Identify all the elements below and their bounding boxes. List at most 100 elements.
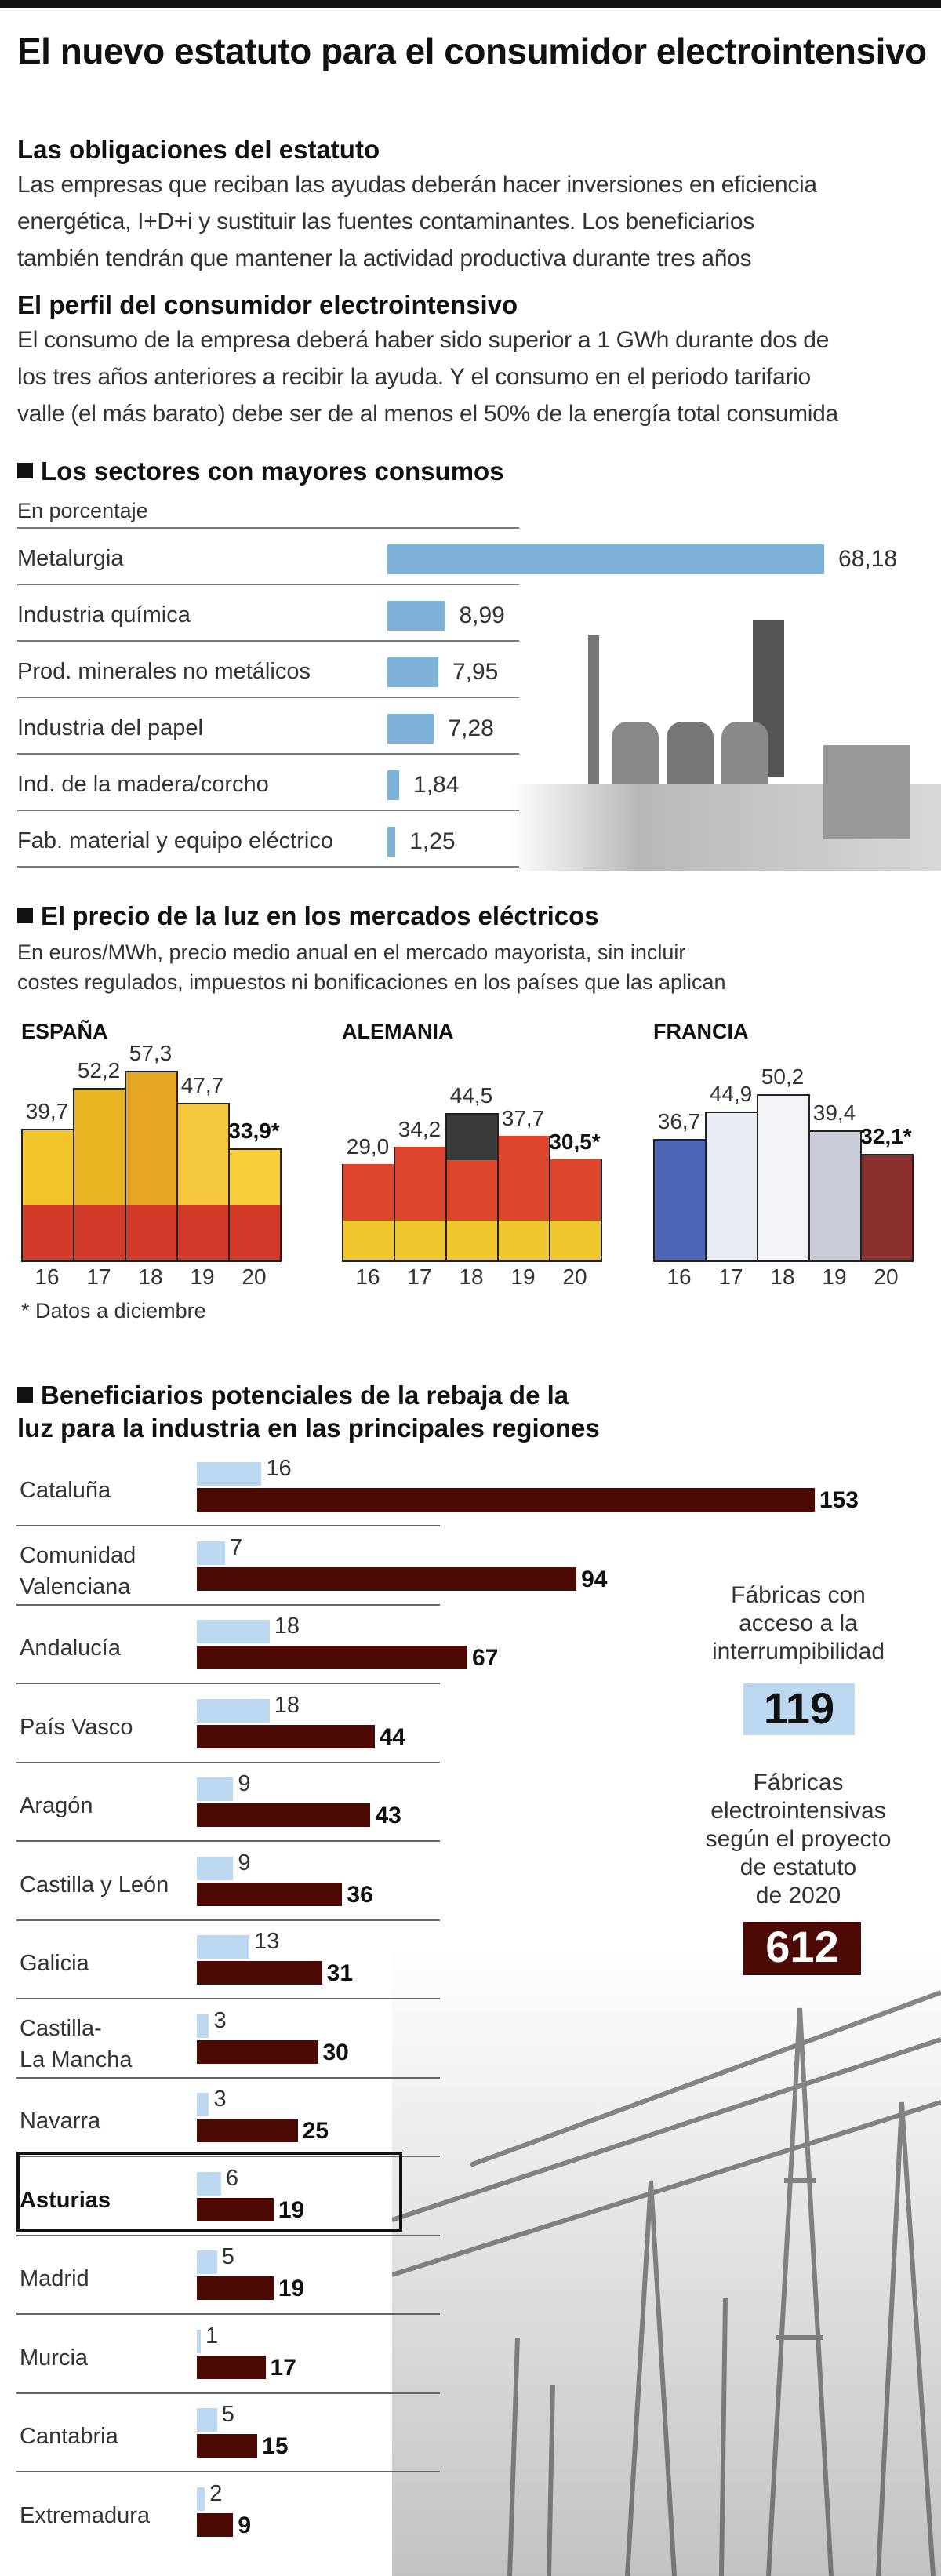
interrumpibilidad-bar [197, 1541, 226, 1565]
interrumpibilidad-value: 1 [205, 2323, 219, 2349]
region-label: Castilla- La Mancha [20, 2013, 133, 2076]
price-value: 36,7 [657, 1108, 701, 1133]
price-value: 52,2 [77, 1057, 121, 1082]
price-bar [445, 1113, 499, 1260]
sector-label: Metalurgia [17, 546, 124, 571]
legend-electrointensivas: Fábricas electrointensivas según el proy… [681, 1769, 916, 1910]
sector-bar [387, 714, 434, 744]
region-label-line: Galicia [20, 1951, 89, 1976]
row-divider [17, 640, 519, 642]
interrumpibilidad-bar [197, 1935, 249, 1959]
flag-stripe [74, 1204, 125, 1260]
interrumpibilidad-value: 18 [274, 1692, 300, 1718]
sector-value: 68,18 [838, 546, 898, 572]
region-label-line: La Mancha [20, 2047, 133, 2072]
electrointensivas-value: 31 [326, 1960, 354, 1986]
year-label: 20 [562, 1264, 587, 1289]
year-label: 19 [822, 1264, 847, 1289]
sector-value: 7,95 [452, 659, 499, 685]
electrointensivas-value: 17 [270, 2354, 296, 2381]
interrumpibilidad-value: 7 [230, 1534, 243, 1560]
text-line: energética, I+D+i y sustituir las fuente… [17, 209, 754, 235]
row-divider [17, 697, 519, 698]
electrointensivas-value: 30 [322, 2039, 349, 2065]
interrumpibilidad-value: 6 [225, 2165, 239, 2191]
electrointensivas-value: 19 [278, 2276, 305, 2301]
row-divider [16, 2471, 440, 2472]
electrointensivas-value: 44 [379, 1723, 405, 1750]
sector-label: Ind. de la madera/corcho [17, 772, 269, 797]
electrointensivas-bar [197, 2276, 274, 2300]
electrointensivas-bar [197, 1803, 371, 1827]
interrumpibilidad-bar [197, 1698, 270, 1723]
region-label-line: Castilla y León [20, 1872, 169, 1897]
electrointensivas-bar [197, 2434, 258, 2458]
price-value: 34,2 [398, 1117, 441, 1142]
sector-value: 7,28 [448, 715, 494, 741]
flag-stripe [550, 1159, 601, 1221]
text-line: Las empresas que reciban las ayudas debe… [17, 172, 817, 198]
sectors-title: Los sectores con mayores consumos [17, 455, 504, 488]
interrumpibilidad-bar [197, 2408, 217, 2432]
interrumpibilidad-value: 3 [213, 2007, 227, 2033]
flag-stripe [447, 1220, 497, 1260]
sectors-subtitle: En porcentaje [17, 499, 148, 522]
region-label-line: Extremadura [20, 2502, 151, 2528]
flag-stripe [499, 1135, 549, 1221]
year-label: 20 [242, 1264, 267, 1289]
flag-stripe [343, 1164, 394, 1221]
interrumpibilidad-bar [197, 2487, 205, 2511]
total-interrumpibilidad: 119 [743, 1683, 855, 1735]
flag-stripe [178, 1204, 228, 1260]
price-value: 33,9* [228, 1118, 280, 1143]
interrumpibilidad-value: 3 [213, 2087, 227, 2112]
electrointensivas-bar [197, 2355, 266, 2379]
electrointensivas-bar [197, 1961, 322, 1985]
row-divider [16, 2156, 440, 2157]
row-divider [16, 1525, 440, 1526]
legend-line: de estatuto [739, 1854, 857, 1880]
text-line: El consumo de la empresa deberá haber si… [17, 327, 830, 353]
year-label: 16 [667, 1264, 692, 1289]
price-value: 29,0 [346, 1134, 390, 1159]
interrumpibilidad-value: 13 [253, 1929, 280, 1954]
legend-interrumpibilidad: Fábricas con acceso a la interrumpibilid… [681, 1581, 916, 1666]
intro-text-profile: El consumo de la empresa deberá haber si… [17, 322, 935, 432]
prices-title-text: El precio de la luz en los mercados eléc… [41, 901, 599, 930]
electrointensivas-value: 36 [347, 1881, 373, 1908]
region-label: Comunidad Valenciana [20, 1540, 136, 1603]
electrointensivas-value: 153 [819, 1487, 859, 1513]
subtitle-line: En euros/MWh, precio medio anual en el m… [17, 941, 686, 964]
sector-bar [387, 544, 825, 574]
price-bar [228, 1148, 282, 1260]
region-label: Madrid [20, 2263, 89, 2294]
page-title: El nuevo estatuto para el consumidor ele… [17, 31, 927, 71]
flag-stripe [395, 1147, 445, 1221]
electrointensivas-value: 43 [375, 1803, 401, 1828]
total-electrointensivas: 612 [743, 1922, 861, 1975]
intro-heading-profile: El perfil del consumidor electrointensiv… [17, 290, 518, 319]
row-divider [16, 1998, 440, 1999]
country-label: ALEMANIA [342, 1020, 454, 1043]
year-label: 17 [407, 1264, 432, 1289]
legend-line: acceso a la [739, 1610, 858, 1636]
interrumpibilidad-bar [197, 2329, 202, 2353]
interrumpibilidad-bar [197, 2093, 209, 2116]
price-value: 37,7 [501, 1105, 545, 1130]
factory-illustration [510, 620, 941, 871]
price-value: 47,7 [180, 1072, 224, 1097]
sector-label: Industria química [17, 602, 191, 628]
row-divider [16, 2076, 440, 2079]
sector-bar [387, 657, 438, 687]
row-divider [16, 1683, 440, 1684]
flag-stripe [447, 1160, 497, 1221]
year-label: 20 [874, 1264, 899, 1289]
region-label-line: Comunidad [20, 1542, 136, 1568]
year-label: 17 [86, 1264, 111, 1289]
text-line: valle (el más barato) debe ser de al men… [17, 401, 838, 427]
region-label-line: Madrid [20, 2266, 89, 2291]
electrointensivas-value: 25 [302, 2118, 329, 2144]
year-label: 18 [770, 1264, 795, 1289]
sector-label: Fab. material y equipo eléctrico [17, 828, 333, 853]
row-divider [16, 1603, 440, 1606]
